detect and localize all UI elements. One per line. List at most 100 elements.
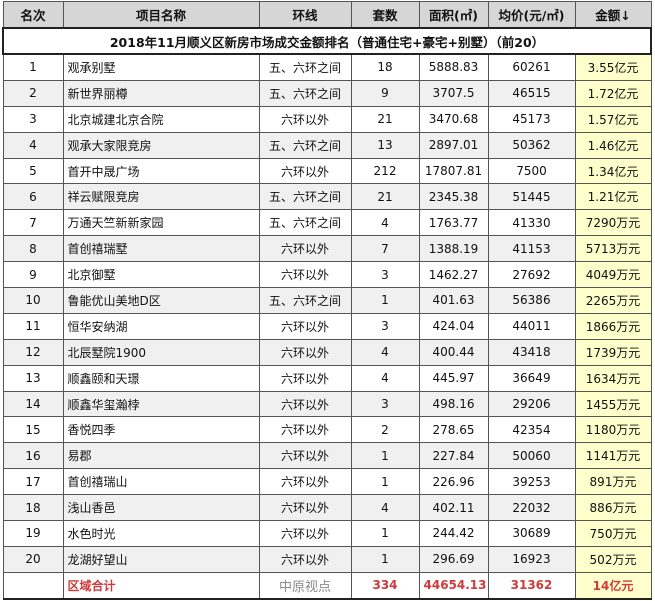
cell-units: 21 [350, 183, 420, 211]
cell-price: 7500 [487, 157, 576, 185]
table-row: 4 观承大家限竞房 五、六环之间 13 2897.01 50362 1.46亿元 [2, 131, 652, 159]
cell-ring: 六环以外 [258, 468, 352, 496]
header-ring: 环线 [258, 1, 352, 29]
cell-amount: 1739万元 [574, 338, 652, 366]
cell-ring: 六环以外 [258, 520, 352, 547]
cell-ring: 六环以外 [258, 105, 352, 133]
cell-project: 浅山香邑 [62, 494, 260, 522]
table-row: 19 水色时光 六环以外 1 244.42 30689 750万元 [2, 520, 652, 547]
table-row: 3 北京城建北京合院 六环以外 21 3470.68 45173 1.57亿元 [2, 105, 652, 133]
cell-area: 17807.81 [418, 157, 489, 185]
cell-ring: 五、六环之间 [258, 53, 352, 81]
cell-price: 22032 [487, 494, 576, 522]
cell-ring: 六环以外 [258, 261, 352, 289]
cell-units: 13 [350, 131, 420, 159]
cell-units: 4 [350, 494, 420, 522]
cell-ring: 六环以外 [258, 416, 352, 444]
cell-amount: 1180万元 [574, 416, 652, 444]
cell-price: 41330 [487, 209, 576, 237]
cell-rank: 9 [2, 261, 64, 289]
total-row: 区域合计 中原视点 334 44654.13 31362 14亿元 [2, 571, 652, 600]
cell-rank: 6 [2, 183, 64, 211]
cell-rank: 11 [2, 312, 64, 340]
cell-ring: 六环以外 [258, 157, 352, 185]
cell-amount: 1.46亿元 [574, 131, 652, 159]
cell-area: 401.63 [418, 287, 489, 314]
cell-rank: 2 [2, 79, 64, 107]
cell-rank: 12 [2, 338, 64, 366]
cell-project: 龙湖好望山 [62, 545, 260, 573]
cell-units: 4 [350, 209, 420, 237]
cell-area: 244.42 [418, 520, 489, 547]
cell-rank: 4 [2, 131, 64, 159]
cell-rank: 14 [2, 390, 64, 418]
cell-ring: 五、六环之间 [258, 287, 352, 314]
cell-ring: 六环以外 [258, 312, 352, 340]
table-row: 15 香悦四季 六环以外 2 278.65 42354 1180万元 [2, 416, 652, 444]
table-row: 2 新世界丽樽 五、六环之间 9 3707.5 46515 1.72亿元 [2, 79, 652, 107]
cell-rank: 8 [2, 235, 64, 263]
table-row: 17 首创禧瑞山 六环以外 1 226.96 39253 891万元 [2, 468, 652, 496]
cell-amount: 750万元 [574, 520, 652, 547]
cell-area: 1388.19 [418, 235, 489, 263]
cell-rank: 7 [2, 209, 64, 237]
cell-project: 易郡 [62, 442, 260, 470]
cell-amount: 886万元 [574, 494, 652, 522]
cell-units: 21 [350, 105, 420, 133]
cell-ring: 五、六环之间 [258, 209, 352, 237]
cell-area: 3707.5 [418, 79, 489, 107]
cell-price: 46515 [487, 79, 576, 107]
cell-units: 18 [350, 53, 420, 81]
cell-amount: 1.57亿元 [574, 105, 652, 133]
cell-ring: 五、六环之间 [258, 131, 352, 159]
cell-project: 北辰墅院1900 [62, 338, 260, 366]
cell-units: 3 [350, 261, 420, 289]
cell-price: 56386 [487, 287, 576, 314]
table-row: 10 鲁能优山美地D区 五、六环之间 1 401.63 56386 2265万元 [2, 287, 652, 314]
table-row: 9 北京御墅 六环以外 3 1462.27 27692 4049万元 [2, 261, 652, 289]
cell-rank: 20 [2, 545, 64, 573]
cell-rank: 13 [2, 364, 64, 392]
cell-project: 顺鑫颐和天璟 [62, 364, 260, 392]
total-price: 31362 [487, 571, 576, 600]
cell-project: 祥云赋限竞房 [62, 183, 260, 211]
cell-ring: 六环以外 [258, 390, 352, 418]
table-row: 20 龙湖好望山 六环以外 1 296.69 16923 502万元 [2, 545, 652, 573]
cell-amount: 1455万元 [574, 390, 652, 418]
total-area: 44654.13 [418, 571, 489, 600]
cell-ring: 六环以外 [258, 494, 352, 522]
total-amount: 14亿元 [574, 571, 652, 600]
cell-units: 1 [350, 468, 420, 496]
cell-price: 45173 [487, 105, 576, 133]
cell-units: 1 [350, 442, 420, 470]
cell-project: 首创禧瑞山 [62, 468, 260, 496]
cell-amount: 891万元 [574, 468, 652, 496]
cell-amount: 502万元 [574, 545, 652, 573]
cell-price: 36649 [487, 364, 576, 392]
watermark-logo: 中原视点 [258, 571, 352, 600]
cell-area: 226.96 [418, 468, 489, 496]
cell-units: 1 [350, 520, 420, 547]
table-row: 7 万通天竺新新家园 五、六环之间 4 1763.77 41330 7290万元 [2, 209, 652, 237]
cell-area: 445.97 [418, 364, 489, 392]
cell-price: 29206 [487, 390, 576, 418]
cell-amount: 1866万元 [574, 312, 652, 340]
header-amount: 金额↓ [574, 1, 652, 29]
table-row: 16 易郡 六环以外 1 227.84 50060 1141万元 [2, 442, 652, 470]
cell-area: 424.04 [418, 312, 489, 340]
cell-amount: 3.55亿元 [574, 53, 652, 81]
total-label: 区域合计 [62, 571, 260, 600]
table-row: 5 首开中晟广场 六环以外 212 17807.81 7500 1.34亿元 [2, 157, 652, 185]
cell-rank: 16 [2, 442, 64, 470]
cell-area: 278.65 [418, 416, 489, 444]
cell-area: 498.16 [418, 390, 489, 418]
header-project: 项目名称 [62, 1, 260, 29]
header-area: 面积(㎡) [418, 1, 489, 29]
cell-units: 1 [350, 287, 420, 314]
cell-rank: 17 [2, 468, 64, 496]
cell-units: 212 [350, 157, 420, 185]
cell-area: 2345.38 [418, 183, 489, 211]
cell-area: 402.11 [418, 494, 489, 522]
